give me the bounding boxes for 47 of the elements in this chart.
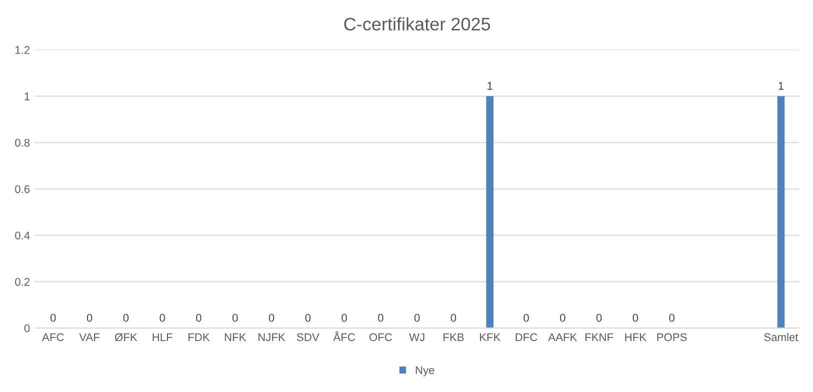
x-tick-label: FKNF [585, 333, 614, 342]
y-tick-label: 0.4 [15, 232, 30, 240]
x-tick-label: OFC [369, 333, 392, 342]
x-tick-label: FDK [188, 333, 210, 342]
x-tick-label: HFK [625, 333, 646, 342]
data-label: 0 [50, 314, 56, 322]
data-label: 0 [342, 314, 347, 322]
data-label: 0 [524, 314, 529, 322]
data-label: 0 [632, 314, 638, 322]
y-tick-label: 0.2 [15, 278, 30, 286]
data-label: 0 [86, 314, 92, 322]
data-label: 0 [268, 314, 274, 322]
x-tick-label: ÅFC [333, 331, 355, 342]
y-tick-label: 0.8 [15, 138, 30, 147]
data-label: 1 [488, 82, 492, 90]
legend-label: Nye [416, 366, 434, 376]
x-tick-label: NFK [224, 333, 246, 342]
data-label: 0 [560, 314, 566, 322]
data-label: 0 [232, 314, 238, 322]
x-tick-label: HLF [152, 333, 172, 342]
data-label: 0 [160, 314, 165, 322]
y-tick-label: 1 [24, 92, 30, 100]
x-tick-label: VAF [79, 333, 100, 342]
x-tick-label: NJFK [258, 333, 286, 342]
x-tick-label: Samlet [764, 332, 798, 342]
y-tick-label: 1.2 [16, 46, 30, 54]
x-tick-label: SDV [296, 333, 320, 342]
x-tick-label: KFK [480, 333, 501, 342]
x-tick-label: FKB [444, 333, 464, 342]
data-label: 0 [123, 314, 129, 322]
data-label: 0 [450, 314, 456, 322]
data-label: 1 [778, 82, 784, 90]
data-label: 0 [196, 314, 202, 322]
x-tick-label: WJ [409, 333, 424, 342]
chart-title: C-certifikater 2025 [344, 17, 490, 31]
x-tick-label: POPS [657, 333, 687, 342]
x-tick-label: ØFK [114, 333, 138, 342]
data-label: 0 [378, 314, 384, 322]
x-tick-label: DFC [516, 333, 538, 342]
y-tick-label: 0 [24, 324, 30, 332]
x-tick-label: AFC [42, 333, 64, 342]
data-label: 0 [414, 314, 420, 322]
x-tick-label: AAFK [548, 333, 578, 342]
data-label: 0 [596, 314, 602, 322]
data-label: 0 [669, 314, 674, 322]
y-tick-label: 0.6 [15, 185, 30, 194]
data-label: 0 [305, 314, 311, 322]
